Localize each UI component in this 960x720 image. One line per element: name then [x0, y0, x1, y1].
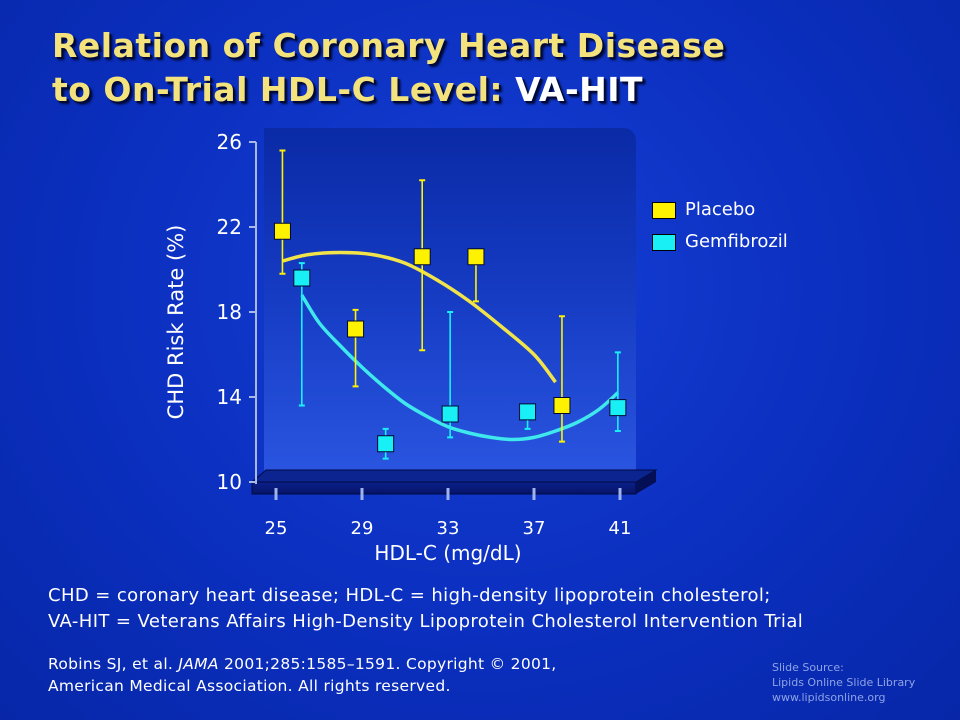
title-line-2: to On-Trial HDL-C Level: VA-HIT: [52, 68, 912, 112]
marker-placebo-1: [273, 222, 291, 240]
marker-gemfibrozil-2: [377, 435, 395, 453]
citation-line-2: American Medical Association. All rights…: [48, 677, 451, 695]
fit-curve-placebo: [282, 250, 557, 384]
x-tick-label-25: 25: [265, 518, 288, 539]
marker-placebo-2: [347, 320, 365, 338]
x-tick-label-41: 41: [609, 518, 632, 539]
y-tick-label-18: 18: [217, 300, 242, 324]
y-tick-label-10: 10: [217, 470, 242, 494]
source-line-1: Slide Source:: [772, 661, 844, 674]
citation-details: 2001;285:1585–1591. Copyright © 2001,: [218, 655, 557, 673]
footnote-line-2: VA-HIT = Veterans Affairs High-Density L…: [48, 611, 804, 632]
legend-swatch-placebo: [652, 202, 676, 219]
marker-gemfibrozil-1: [293, 269, 311, 287]
legend-label-placebo: Placebo: [685, 199, 756, 220]
y-tick-label-26: 26: [217, 130, 242, 154]
marker-placebo-5: [553, 397, 571, 414]
marker-placebo-4: [467, 248, 485, 266]
footnote-line-1: CHD = coronary heart disease; HDL-C = hi…: [48, 585, 771, 606]
plot-floor-front: [251, 481, 637, 495]
x-tick-label-37: 37: [523, 518, 546, 539]
source-line-3: www.lipidsonline.org: [772, 691, 886, 704]
y-tick-label-22: 22: [217, 215, 242, 239]
marker-gemfibrozil-4: [519, 403, 537, 421]
legend-label-gemfibrozil: Gemfibrozil: [685, 231, 788, 252]
plot-floor-top: [250, 469, 658, 483]
y-axis-title: CHD Risk Rate (%): [164, 225, 188, 420]
marker-gemfibrozil-3: [441, 405, 459, 423]
citation-journal: JAMA: [178, 655, 219, 673]
citation-line-1: Robins SJ, et al. JAMA 2001;285:1585–159…: [48, 653, 728, 675]
title-line-1: Relation of Coronary Heart Disease: [52, 26, 726, 65]
slide-source: Slide Source: Lipids Online Slide Librar…: [772, 660, 952, 705]
x-axis-title: HDL-C (mg/dL): [374, 541, 521, 565]
marker-placebo-3: [413, 248, 431, 266]
abbreviations-footnote: CHD = coronary heart disease; HDL-C = hi…: [48, 583, 938, 635]
source-line-2: Lipids Online Slide Library: [772, 676, 916, 689]
plot-floor-side: [636, 470, 656, 494]
x-tick-label-29: 29: [351, 518, 374, 539]
marker-gemfibrozil-5: [609, 399, 627, 417]
legend-swatch-gemfibrozil: [652, 234, 676, 251]
citation-author: Robins SJ, et al.: [48, 655, 179, 673]
title-trial-name: VA-HIT: [515, 70, 644, 109]
y-tick-label-14: 14: [217, 385, 242, 409]
fit-curve-gemfibrozil: [300, 294, 620, 442]
x-tick-label-33: 33: [437, 518, 460, 539]
slide-title: Relation of Coronary Heart Disease to On…: [52, 24, 912, 112]
title-line-2-prefix: to On-Trial HDL-C Level:: [52, 70, 516, 109]
citation: Robins SJ, et al. JAMA 2001;285:1585–159…: [48, 653, 728, 697]
